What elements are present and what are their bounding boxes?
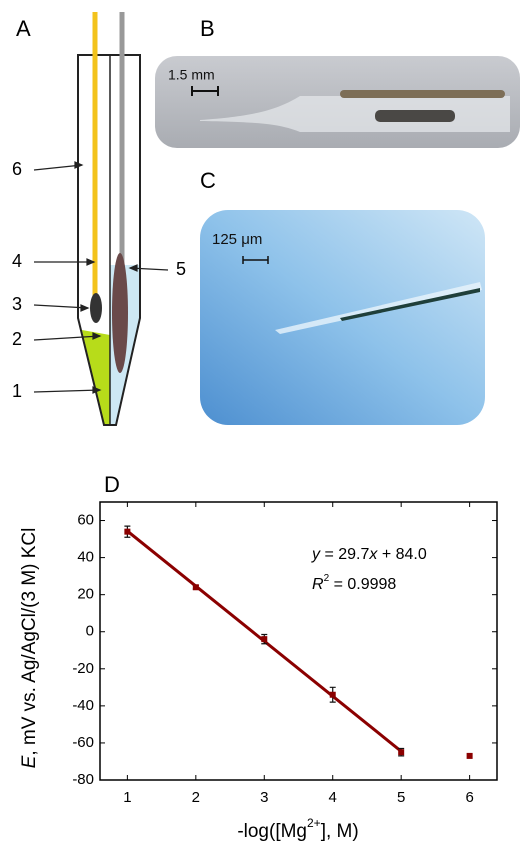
equation-part: + 84.0: [377, 546, 426, 563]
diagram-label: 4: [12, 251, 22, 271]
x-tick-label: 3: [260, 789, 268, 806]
data-point: [398, 749, 405, 756]
r-squared-part: 2: [324, 573, 330, 584]
y-tick-label: 20: [77, 586, 94, 603]
scale-bar-label: 125 μm: [212, 231, 262, 248]
r-squared-part: = 0.9998: [329, 576, 396, 593]
x-tick-label: 1: [123, 789, 131, 806]
x-axis-label-part: ], M): [321, 821, 359, 842]
equation-part: x: [368, 546, 378, 563]
photo-c: 125 μm: [200, 210, 485, 425]
data-point: [124, 528, 131, 535]
x-tick-label: 6: [465, 789, 473, 806]
photo-b: 1.5 mm: [155, 56, 520, 148]
scale-bar-label: 1.5 mm: [168, 67, 215, 83]
y-tick-label: -40: [72, 697, 94, 714]
data-point: [192, 584, 199, 591]
data-point: [329, 691, 336, 698]
x-tick-label: 4: [329, 789, 337, 806]
diagram-label: 1: [12, 381, 22, 401]
panel-label: D: [104, 472, 120, 497]
data-point: [466, 752, 473, 759]
plot-frame: [99, 501, 498, 781]
y-tick-label: -20: [72, 660, 94, 677]
y-tick-label: -80: [72, 771, 94, 788]
equation: y = 29.7x + 84.0: [311, 546, 427, 563]
y-tick-label: 40: [77, 549, 94, 566]
y-tick-label: 0: [86, 623, 94, 640]
diagram-label: 5: [176, 259, 186, 279]
x-axis-label-part: 2+: [307, 816, 321, 830]
y-axis-label-part: E: [19, 755, 40, 768]
r-squared-part: R: [312, 576, 324, 593]
panel-label: B: [200, 16, 215, 41]
pipette-diagram: 1 2 3 4 5 6: [12, 12, 186, 426]
panel-label: C: [200, 168, 216, 193]
equation-part: = 29.7: [320, 546, 369, 563]
r-squared: R2 = 0.9998: [312, 573, 396, 594]
x-axis-label: -log([Mg2+], M): [237, 816, 358, 842]
y-axis-label-part: , mV vs. Ag/AgCl/(3 M) KCl: [19, 528, 40, 756]
data-point: [261, 636, 268, 643]
diagram-label: 2: [12, 329, 22, 349]
x-axis-label-part: -log([Mg: [237, 821, 307, 842]
x-tick-label: 2: [192, 789, 200, 806]
y-tick-label: -60: [72, 734, 94, 751]
diagram-label: 3: [12, 294, 22, 314]
x-tick-label: 5: [397, 789, 405, 806]
diagram-label: 6: [12, 159, 22, 179]
chart: -80 -60 -40 -20 0 20 40 60 1 2 3 4 5 6 y = 29.7x + 84.…: [19, 501, 498, 842]
y-tick-label: 60: [77, 512, 94, 529]
y-axis-label: E, mV vs. Ag/AgCl/(3 M) KCl: [19, 528, 40, 769]
panel-label: A: [16, 16, 31, 41]
equation-part: y: [311, 546, 321, 563]
